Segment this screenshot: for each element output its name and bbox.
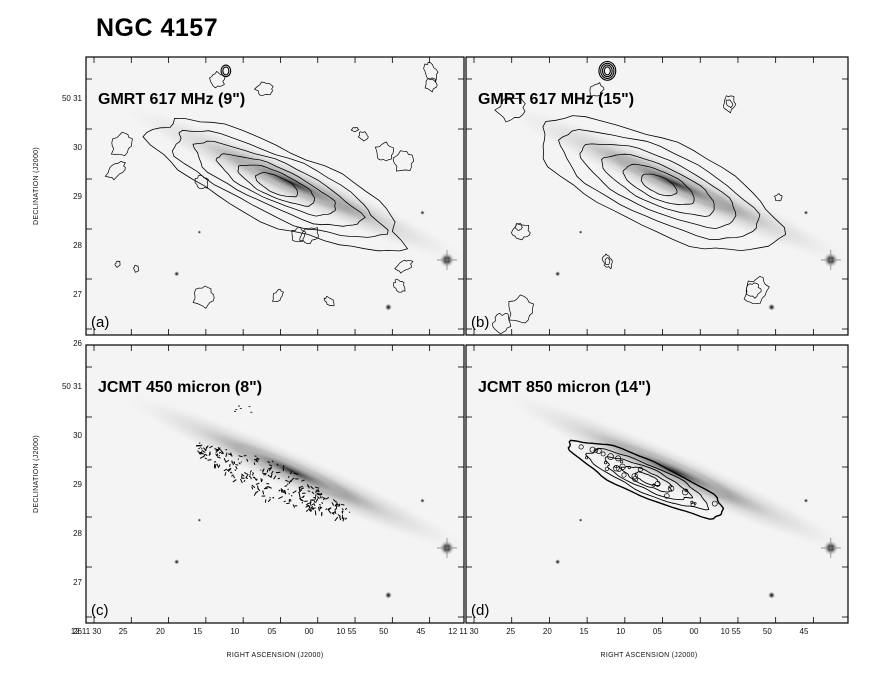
panel-b: GMRT 617 MHz (15") (b) — [465, 56, 849, 336]
x-tick-label: 25 — [506, 627, 515, 636]
x-tick-label: 12 11 30 — [71, 627, 102, 636]
x-axis-label: RIGHT ASCENSION (J2000) — [226, 652, 323, 659]
panel-label: (c) — [91, 602, 109, 619]
y-tick-labels: 50 31 30 29 28 27 26 DECLINATION (J2000) — [33, 382, 83, 636]
panel-frame — [465, 344, 849, 624]
y-tick-label: 26 — [73, 627, 82, 636]
panel-title: GMRT 617 MHz (9") — [98, 91, 245, 108]
x-tick-label: 50 — [379, 627, 388, 636]
contours-b — [492, 60, 787, 335]
panel-title: GMRT 617 MHz (15") — [478, 91, 634, 108]
x-tick-label: 05 — [268, 627, 277, 636]
x-tick-labels-left: 12 11 30 25 20 15 10 05 00 10 55 50 45 12 11 RIGHT … — [71, 627, 469, 659]
x-tick-label: 10 55 — [336, 627, 357, 636]
y-tick-label: 29 — [73, 480, 82, 489]
x-tick-label: 00 — [305, 627, 314, 636]
panel-d: JCMT 850 micron (14") (d) — [465, 344, 849, 624]
panel-frame — [85, 56, 465, 336]
x-tick-label: 45 — [416, 627, 425, 636]
figure-title: NGC 4157 — [96, 14, 219, 42]
x-tick-label: 10 — [230, 627, 239, 636]
panel-label: (b) — [471, 314, 489, 331]
x-tick-label: 15 — [580, 627, 589, 636]
x-tick-label: 20 — [156, 627, 165, 636]
panel-title: JCMT 450 micron (8") — [98, 379, 262, 396]
panel-frame — [465, 56, 849, 336]
panel-title: JCMT 850 micron (14") — [478, 379, 651, 396]
contours-d — [567, 439, 725, 520]
y-tick-labels: 50 31 30 29 28 27 26 DECLINATION (J2000) — [33, 94, 83, 348]
y-tick-label: 50 31 — [62, 382, 83, 391]
x-tick-label: 00 — [690, 627, 699, 636]
x-tick-label: 45 — [800, 627, 809, 636]
x-tick-label: 30 — [470, 627, 479, 636]
panel-frame — [85, 344, 465, 624]
x-tick-label: 10 55 — [721, 627, 742, 636]
panel-label: (a) — [91, 314, 109, 331]
x-tick-label: 20 — [543, 627, 552, 636]
y-tick-label: 26 — [73, 339, 82, 348]
y-tick-label: 50 31 — [62, 94, 83, 103]
x-tick-label: 12 11 — [448, 627, 468, 636]
panel-a: GMRT 617 MHz (9") (a) — [85, 56, 465, 336]
contours-a — [104, 61, 439, 309]
contours-c — [196, 405, 351, 522]
x-tick-label: 50 — [763, 627, 772, 636]
y-tick-label: 27 — [73, 578, 82, 587]
y-tick-label: 30 — [73, 143, 82, 152]
x-tick-labels-right: 30 25 20 15 10 05 00 10 55 50 45 RIGHT ASCENSION (… — [470, 627, 809, 659]
x-tick-label: 25 — [119, 627, 128, 636]
x-axis-label: RIGHT ASCENSION (J2000) — [600, 652, 697, 659]
panel-label: (d) — [471, 602, 489, 619]
y-tick-label: 28 — [73, 241, 82, 250]
x-tick-label: 10 — [616, 627, 625, 636]
y-axis-label: DECLINATION (J2000) — [33, 147, 40, 225]
x-tick-label: 05 — [653, 627, 662, 636]
y-axis-label: DECLINATION (J2000) — [33, 435, 40, 513]
y-tick-label: 27 — [73, 290, 82, 299]
panel-c: JCMT 450 micron (8") (c) — [85, 344, 465, 624]
y-tick-label: 28 — [73, 529, 82, 538]
y-tick-label: 30 — [73, 431, 82, 440]
x-tick-label: 15 — [193, 627, 202, 636]
y-tick-label: 29 — [73, 192, 82, 201]
